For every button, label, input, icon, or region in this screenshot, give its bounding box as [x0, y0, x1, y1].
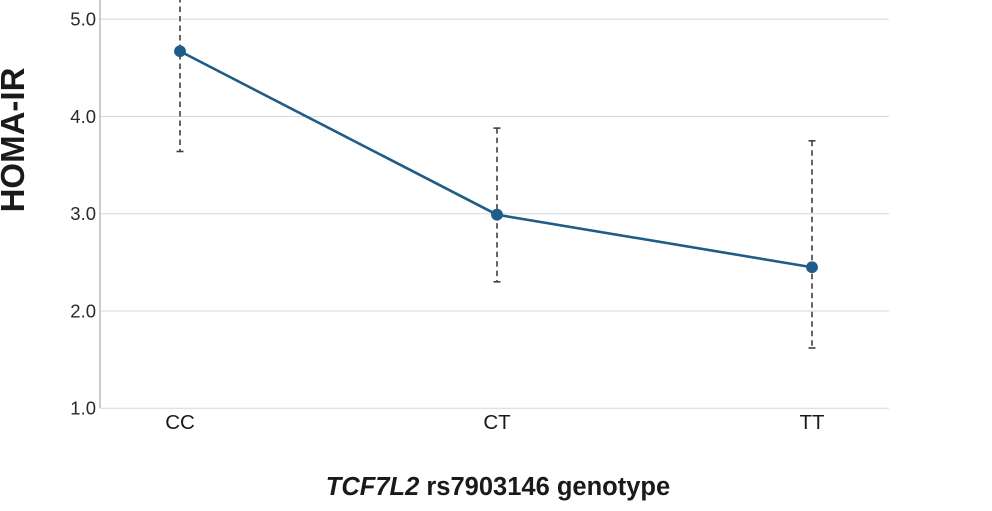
svg-text:4.0: 4.0	[70, 106, 96, 127]
svg-text:1.0: 1.0	[70, 398, 96, 419]
svg-text:2.0: 2.0	[70, 300, 96, 321]
svg-text:5.0: 5.0	[70, 9, 96, 30]
svg-text:3.0: 3.0	[70, 203, 96, 224]
svg-text:CC: CC	[165, 411, 195, 434]
svg-text:TCF7L2 rs7903146 genotype: TCF7L2 rs7903146 genotype	[326, 473, 670, 501]
svg-text:TT: TT	[799, 411, 825, 434]
svg-text:CT: CT	[483, 411, 511, 434]
svg-text:HOMA-IR: HOMA-IR	[0, 67, 31, 212]
